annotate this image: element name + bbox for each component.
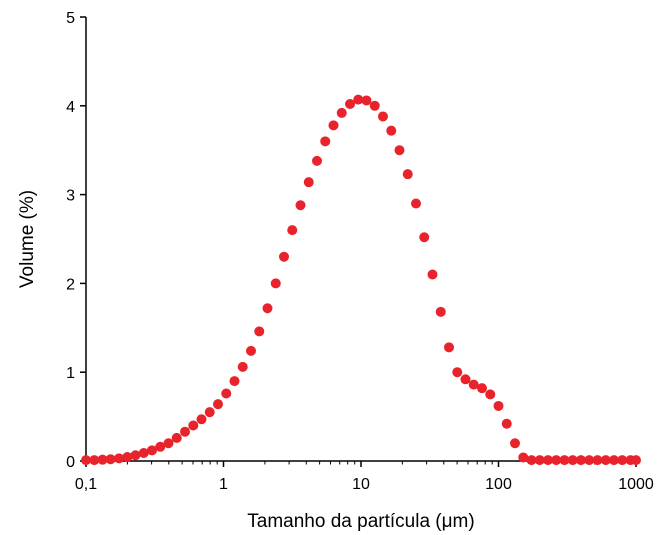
data-point [196, 414, 207, 425]
data-point [212, 399, 223, 410]
data-point [130, 450, 141, 461]
data-point [311, 155, 322, 166]
y-tick-label: 1 [66, 365, 75, 382]
data-point [377, 111, 388, 122]
data-point [617, 455, 628, 466]
data-point [592, 455, 603, 466]
data-point [419, 232, 430, 243]
data-point [97, 454, 108, 465]
data-point [105, 454, 116, 465]
y-tick-label: 3 [66, 188, 75, 205]
data-point [287, 225, 298, 236]
y-ticks: 0 1 2 3 4 5 [66, 10, 86, 471]
data-point [584, 455, 595, 466]
data-point [345, 99, 356, 110]
data-point [320, 136, 331, 147]
axes [85, 17, 636, 462]
data-point [608, 455, 619, 466]
data-point [493, 400, 504, 411]
data-point [171, 432, 182, 443]
x-tick-label: 1000 [618, 476, 654, 493]
data-point [427, 269, 438, 280]
x-axis-title: Tamanho da partícula (μm) [247, 511, 474, 532]
data-point [262, 303, 273, 314]
data-point [468, 379, 479, 390]
data-point [328, 120, 339, 131]
data-point [435, 306, 446, 317]
x-tick-label: 0,1 [75, 476, 97, 493]
y-tick-label: 4 [66, 99, 75, 116]
data-point [353, 94, 364, 105]
x-ticks: 0,1 1 10 100 1000 [75, 461, 654, 493]
data-point [600, 455, 611, 466]
y-tick-label: 2 [66, 276, 75, 293]
data-point [229, 376, 240, 387]
data-point [122, 452, 133, 463]
data-point [452, 367, 463, 378]
data-point [237, 361, 248, 372]
data-point [567, 455, 578, 466]
data-point [278, 251, 289, 262]
data-point [369, 100, 380, 111]
data-point [114, 453, 125, 464]
data-point [138, 448, 149, 459]
x-tick-label: 1 [219, 476, 228, 493]
data-point [188, 420, 199, 431]
data-point [295, 200, 306, 211]
x-tick-label: 100 [485, 476, 512, 493]
data-point [361, 95, 372, 106]
data-point [551, 455, 562, 466]
data-point [270, 278, 281, 289]
data-point [163, 438, 174, 449]
data-point [631, 455, 641, 466]
data-point [394, 145, 405, 156]
data-point [509, 438, 520, 449]
x-tick-label: 10 [352, 476, 370, 493]
data-point [501, 418, 512, 429]
data-point [485, 389, 496, 400]
data-point [180, 426, 191, 437]
data-point [336, 107, 347, 118]
data-point [81, 455, 91, 466]
data-point [477, 383, 488, 394]
data-point [559, 455, 570, 466]
y-tick-label: 5 [66, 10, 75, 27]
data-point [443, 342, 454, 353]
data-point [526, 455, 537, 466]
y-axis-title: Volume (%) [17, 190, 38, 288]
data-point [147, 445, 158, 456]
data-point [543, 455, 554, 466]
data-point [460, 374, 471, 385]
data-point [155, 441, 166, 452]
data-point [518, 452, 529, 463]
data-point [221, 388, 232, 399]
data-point [386, 125, 397, 136]
data-point [534, 455, 545, 466]
data-point [575, 455, 586, 466]
data-point [411, 198, 422, 209]
data-point [204, 407, 215, 418]
data-points [81, 94, 641, 466]
data-point [89, 455, 100, 466]
data-point [303, 177, 314, 188]
data-point [254, 326, 265, 337]
data-point [402, 169, 413, 180]
y-tick-label: 0 [66, 454, 75, 471]
data-point [246, 345, 257, 356]
